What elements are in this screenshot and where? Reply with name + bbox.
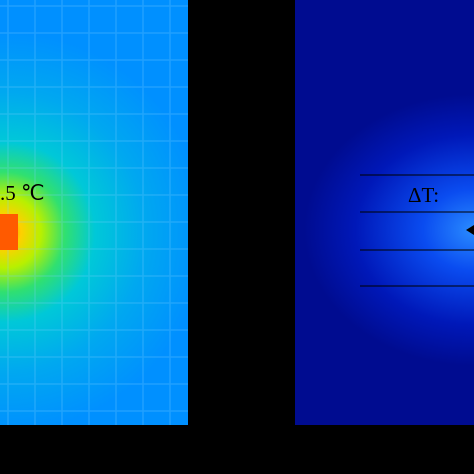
right-label: ΔT: bbox=[408, 183, 439, 207]
layer-lines bbox=[360, 174, 474, 287]
hotspot bbox=[0, 214, 18, 250]
left-label: .5 ℃ bbox=[0, 181, 45, 205]
arrow bbox=[466, 225, 474, 235]
chip-grid bbox=[0, 0, 188, 425]
